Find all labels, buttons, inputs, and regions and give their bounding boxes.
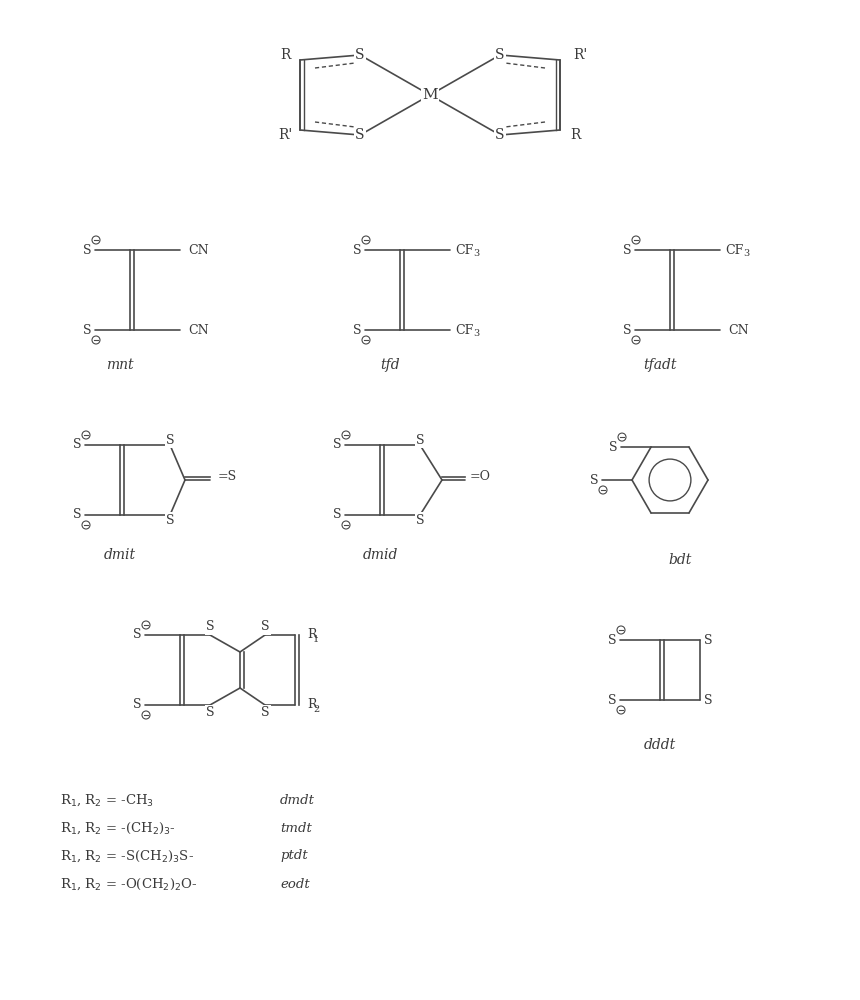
Circle shape bbox=[632, 336, 640, 344]
Text: R: R bbox=[307, 629, 316, 642]
Circle shape bbox=[599, 486, 607, 494]
Text: 3: 3 bbox=[743, 249, 749, 258]
Text: M: M bbox=[422, 88, 438, 102]
Text: R: R bbox=[570, 128, 581, 142]
Text: S: S bbox=[623, 324, 631, 336]
Text: mnt: mnt bbox=[106, 358, 134, 372]
Text: R: R bbox=[280, 48, 290, 62]
Text: R$_1$, R$_2$ = -(CH$_2$)$_3$-: R$_1$, R$_2$ = -(CH$_2$)$_3$- bbox=[60, 820, 176, 836]
Text: S: S bbox=[261, 620, 269, 634]
Text: 3: 3 bbox=[473, 249, 479, 258]
Text: S: S bbox=[132, 629, 141, 642]
Circle shape bbox=[362, 236, 370, 244]
Text: S: S bbox=[355, 128, 365, 142]
Text: 1: 1 bbox=[313, 635, 319, 644]
Text: S: S bbox=[73, 438, 81, 452]
Text: S: S bbox=[353, 324, 361, 336]
Circle shape bbox=[342, 431, 350, 439]
Text: S: S bbox=[415, 434, 424, 446]
Text: S: S bbox=[703, 634, 712, 647]
Text: R': R' bbox=[278, 128, 292, 142]
Text: CN: CN bbox=[728, 324, 748, 336]
Circle shape bbox=[92, 236, 100, 244]
Text: CN: CN bbox=[188, 324, 209, 336]
Text: S: S bbox=[608, 634, 617, 647]
Circle shape bbox=[632, 236, 640, 244]
Text: S: S bbox=[261, 706, 269, 720]
Text: S: S bbox=[132, 698, 141, 712]
Text: S: S bbox=[353, 243, 361, 256]
Text: tfadt: tfadt bbox=[643, 358, 677, 372]
Text: =S: =S bbox=[218, 471, 237, 484]
Text: S: S bbox=[495, 48, 505, 62]
Text: CN: CN bbox=[188, 243, 209, 256]
Circle shape bbox=[82, 431, 90, 439]
Text: dmdt: dmdt bbox=[280, 794, 315, 806]
Circle shape bbox=[617, 626, 625, 634]
Text: S: S bbox=[415, 514, 424, 526]
Text: CF: CF bbox=[455, 324, 473, 336]
Text: S: S bbox=[608, 694, 617, 706]
Text: S: S bbox=[703, 694, 712, 706]
Text: 2: 2 bbox=[313, 704, 319, 714]
Text: ptdt: ptdt bbox=[280, 850, 308, 862]
Circle shape bbox=[142, 621, 150, 629]
Text: CF: CF bbox=[455, 243, 473, 256]
Text: R$_1$, R$_2$ = -O(CH$_2$)$_2$O-: R$_1$, R$_2$ = -O(CH$_2$)$_2$O- bbox=[60, 876, 198, 892]
Text: S: S bbox=[166, 434, 175, 446]
Text: S: S bbox=[623, 243, 631, 256]
Text: S: S bbox=[609, 441, 617, 454]
Text: S: S bbox=[590, 474, 599, 487]
Text: R$_1$, R$_2$ = -CH$_3$: R$_1$, R$_2$ = -CH$_3$ bbox=[60, 792, 154, 808]
Text: S: S bbox=[355, 48, 365, 62]
Circle shape bbox=[617, 706, 625, 714]
Text: S: S bbox=[83, 324, 91, 336]
Text: S: S bbox=[333, 438, 341, 452]
Text: S: S bbox=[166, 514, 175, 526]
Text: dddt: dddt bbox=[644, 738, 676, 752]
Text: tfd: tfd bbox=[380, 358, 400, 372]
Text: R$_1$, R$_2$ = -S(CH$_2$)$_3$S-: R$_1$, R$_2$ = -S(CH$_2$)$_3$S- bbox=[60, 848, 194, 864]
Text: S: S bbox=[495, 128, 505, 142]
Text: S: S bbox=[73, 508, 81, 522]
Text: S: S bbox=[206, 706, 214, 720]
Text: =O: =O bbox=[470, 471, 491, 484]
Text: S: S bbox=[206, 620, 214, 634]
Circle shape bbox=[92, 336, 100, 344]
Text: 3: 3 bbox=[473, 330, 479, 338]
Text: S: S bbox=[333, 508, 341, 522]
Text: tmdt: tmdt bbox=[280, 822, 312, 834]
Circle shape bbox=[82, 521, 90, 529]
Text: S: S bbox=[83, 243, 91, 256]
Circle shape bbox=[618, 433, 626, 441]
Text: eodt: eodt bbox=[280, 878, 310, 890]
Text: R: R bbox=[307, 698, 316, 712]
Text: CF: CF bbox=[725, 243, 743, 256]
Text: dmit: dmit bbox=[104, 548, 136, 562]
Text: dmid: dmid bbox=[362, 548, 397, 562]
Circle shape bbox=[342, 521, 350, 529]
Text: bdt: bdt bbox=[668, 553, 691, 567]
Text: R': R' bbox=[573, 48, 587, 62]
Circle shape bbox=[362, 336, 370, 344]
Circle shape bbox=[142, 711, 150, 719]
